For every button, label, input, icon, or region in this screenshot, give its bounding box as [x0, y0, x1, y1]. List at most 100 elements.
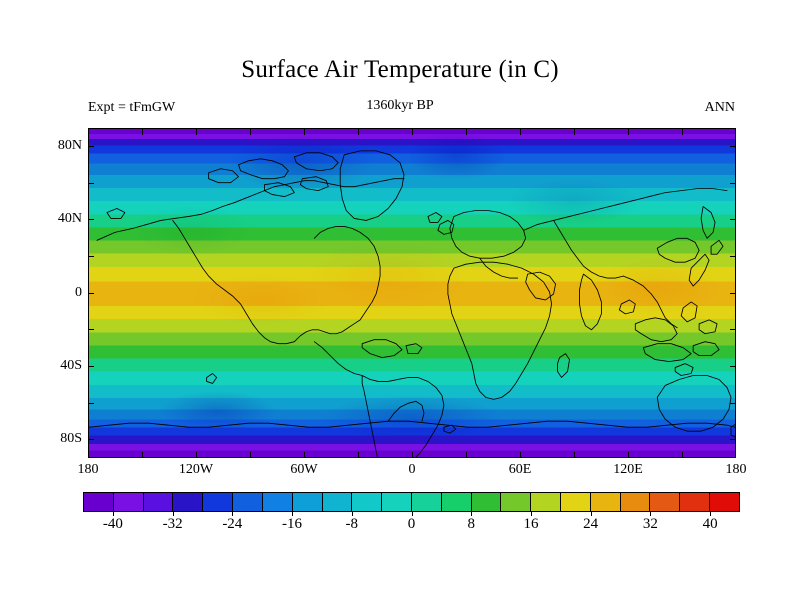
lat-label-80s: 80S — [60, 431, 82, 446]
chart-subtitle: 1360kyr BP — [366, 98, 434, 113]
colorbar-tick — [172, 512, 174, 516]
lon-tick — [682, 452, 683, 458]
colorbar-tick-label: -8 — [345, 516, 359, 532]
colorbar-swatch — [680, 493, 711, 511]
lon-tick — [520, 452, 521, 458]
lon-tick — [358, 452, 359, 458]
lon-tick — [628, 129, 629, 135]
lon-label-120w: 120W — [178, 462, 214, 477]
lon-tick — [574, 129, 575, 135]
colorbar-swatch — [620, 493, 651, 511]
colorbar-tick — [411, 512, 413, 516]
colorbar-tick — [590, 512, 592, 516]
colorbar-tick-label: 0 — [407, 516, 416, 532]
colorbar-tick-label: 32 — [642, 516, 658, 532]
colorbar-swatch — [322, 493, 353, 511]
colorbar-tick-label: 40 — [702, 516, 718, 532]
lat-tick — [88, 293, 94, 294]
lon-tick — [250, 452, 251, 458]
lat-label-40s: 40S — [60, 358, 82, 373]
colorbar-swatch — [262, 493, 293, 511]
colorbar-tick-label: -24 — [222, 516, 243, 532]
lon-tick — [142, 452, 143, 458]
lat-tick — [88, 439, 94, 440]
colorbar-swatch — [501, 493, 532, 511]
lat-tick — [730, 403, 736, 404]
lon-tick — [466, 452, 467, 458]
lat-tick — [88, 183, 94, 184]
colorbar-swatch — [710, 493, 739, 511]
coastline-overlay — [89, 129, 735, 457]
colorbar-swatch — [382, 493, 412, 511]
colorbar-tick — [710, 512, 712, 516]
colorbar-tick-label: 16 — [523, 516, 539, 532]
colorbar-tick — [471, 512, 473, 516]
lon-tick — [304, 129, 305, 135]
lon-tick — [574, 452, 575, 458]
colorbar-swatch — [590, 493, 621, 511]
lon-tick — [628, 452, 629, 458]
lon-label-180w: 180 — [77, 462, 99, 477]
lat-label-0: 0 — [75, 285, 82, 300]
experiment-label: Expt = tFmGW — [88, 100, 176, 115]
colorbar-swatch — [203, 493, 234, 511]
lat-tick — [730, 293, 736, 294]
lon-tick — [142, 129, 143, 135]
lat-tick — [88, 256, 94, 257]
lon-label-60e: 60E — [508, 462, 532, 477]
map-plot-area — [88, 128, 736, 458]
colorbar-swatch — [352, 493, 383, 511]
lat-tick — [730, 366, 736, 367]
lon-label-180e: 180 — [725, 462, 747, 477]
lon-tick — [466, 129, 467, 135]
colorbar-swatch — [84, 493, 114, 511]
lon-tick — [196, 129, 197, 135]
lon-label-0: 0 — [408, 462, 416, 477]
lat-label-40n: 40N — [57, 211, 82, 226]
lat-tick — [730, 183, 736, 184]
lat-tick — [88, 329, 94, 330]
colorbar-tick — [292, 512, 294, 516]
lat-tick — [88, 403, 94, 404]
colorbar-swatch — [292, 493, 323, 511]
lat-tick — [730, 329, 736, 330]
lon-tick — [412, 129, 413, 135]
colorbar-swatches — [83, 492, 740, 512]
colorbar-tick — [112, 512, 114, 516]
lat-tick — [88, 219, 94, 220]
lon-tick — [250, 129, 251, 135]
colorbar-swatch — [561, 493, 591, 511]
lon-tick — [196, 452, 197, 458]
lon-label-60w: 60W — [290, 462, 318, 477]
colorbar-tick-label: 24 — [583, 516, 599, 532]
lon-tick — [358, 129, 359, 135]
colorbar-tick-label: 8 — [467, 516, 475, 532]
colorbar-tick — [232, 512, 234, 516]
colorbar-tick-label: -32 — [162, 516, 183, 532]
lat-tick — [730, 219, 736, 220]
lat-tick — [730, 256, 736, 257]
lon-tick — [682, 129, 683, 135]
colorbar-swatch — [411, 493, 442, 511]
lat-tick — [730, 439, 736, 440]
colorbar-swatch — [173, 493, 204, 511]
colorbar-swatch — [650, 493, 681, 511]
colorbar-swatch — [143, 493, 174, 511]
colorbar-tick-label: -16 — [282, 516, 303, 532]
colorbar-swatch — [113, 493, 144, 511]
colorbar-swatch — [441, 493, 472, 511]
lon-tick — [304, 452, 305, 458]
colorbar-tick — [530, 512, 532, 516]
lat-tick — [88, 366, 94, 367]
page-title: Surface Air Temperature (in C) — [241, 56, 559, 83]
colorbar-tick — [351, 512, 353, 516]
lat-tick — [88, 146, 94, 147]
lon-label-120e: 120E — [613, 462, 643, 477]
colorbar-swatch — [233, 493, 263, 511]
colorbar — [83, 492, 740, 512]
lon-tick — [412, 452, 413, 458]
colorbar-swatch — [471, 493, 502, 511]
season-label: ANN — [704, 100, 735, 115]
colorbar-tick-label: -40 — [102, 516, 123, 532]
colorbar-tick — [650, 512, 652, 516]
